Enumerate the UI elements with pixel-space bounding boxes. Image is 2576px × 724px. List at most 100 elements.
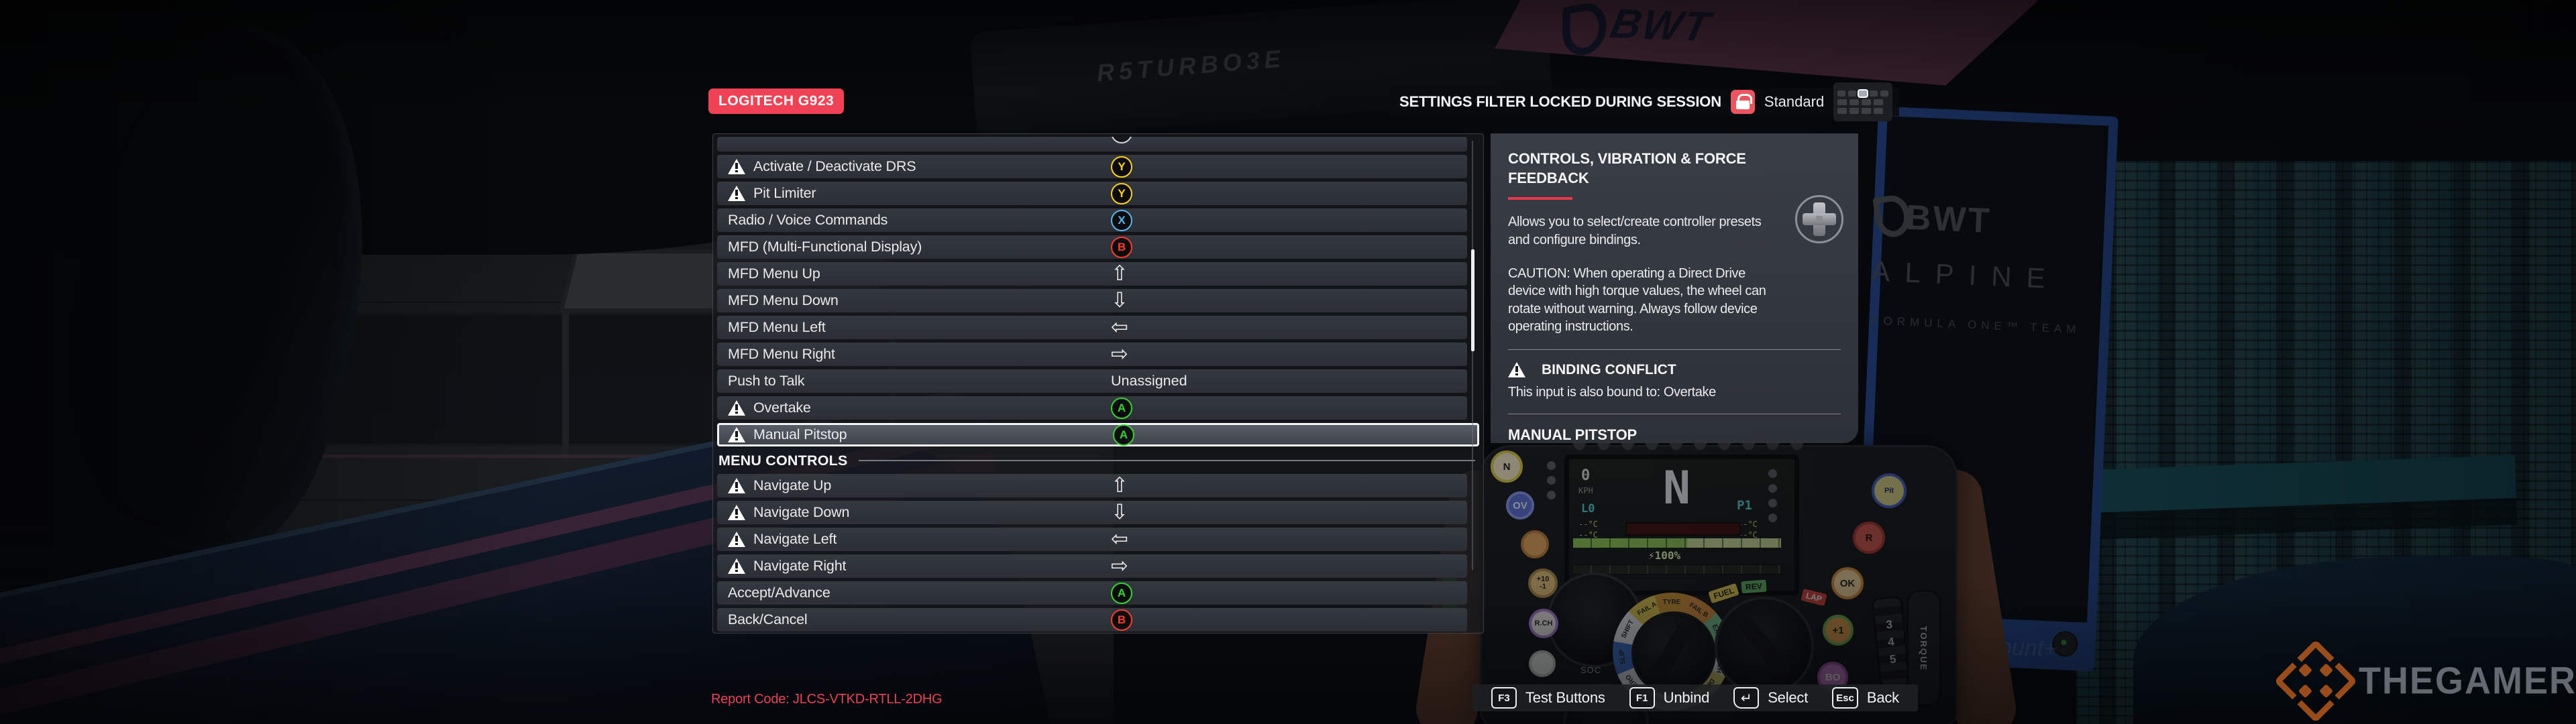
binding-column: X bbox=[1111, 208, 1132, 232]
binding-column: Y bbox=[1111, 155, 1132, 178]
binding-label: Navigate Right bbox=[753, 558, 847, 574]
binding-column: A bbox=[1111, 396, 1132, 420]
warning-icon bbox=[728, 478, 745, 493]
binding-row-selected[interactable]: Manual Pitstop A bbox=[717, 423, 1479, 446]
dpad-left-icon: ⇦ bbox=[1111, 527, 1128, 551]
binding-column: ⇨ bbox=[1111, 554, 1128, 578]
section-header-label: MENU CONTROLS bbox=[718, 452, 848, 469]
xbox-X-button-icon: X bbox=[1111, 209, 1132, 231]
binding-row[interactable]: MFD Menu Down ⇩ bbox=[717, 289, 1467, 312]
action-unbind[interactable]: F1 Unbind bbox=[1629, 687, 1710, 709]
conflict-title: BINDING CONFLICT bbox=[1542, 361, 1676, 377]
binding-row[interactable]: Overtake A bbox=[717, 396, 1467, 420]
selected-binding-title: MANUAL PITSTOP bbox=[1508, 426, 1637, 443]
grid-cell bbox=[1874, 107, 1884, 114]
binding-row[interactable]: Activate / Deactivate DRS Y bbox=[717, 155, 1467, 178]
binding-column: ⇧ bbox=[1111, 474, 1128, 497]
action-label: Select bbox=[1768, 689, 1809, 706]
binding-column: A bbox=[1113, 424, 1134, 446]
dpad-right-icon: ⇨ bbox=[1111, 342, 1128, 366]
warning-icon bbox=[1508, 362, 1525, 378]
xbox-Y-button-icon: Y bbox=[1111, 156, 1132, 178]
binding-row[interactable]: Push to Talk Unassigned bbox=[717, 369, 1467, 393]
preset-name: Standard bbox=[1764, 93, 1825, 110]
binding-row[interactable]: Accept/Advance A bbox=[717, 581, 1467, 605]
grid-cell bbox=[1874, 99, 1884, 105]
dpad-down-icon: ⇩ bbox=[1111, 288, 1128, 312]
binding-column: ⇩ bbox=[1111, 289, 1128, 312]
grid-cell bbox=[1837, 90, 1846, 97]
bindings-list[interactable]: Activate / Deactivate DRS Y Pit Limiter Y Ra… bbox=[712, 133, 1484, 634]
scrollbar-track[interactable] bbox=[1472, 141, 1473, 570]
grid-cell bbox=[1880, 90, 1889, 97]
action-bar: F3 Test Buttons F1 Unbind ↵ Select Esc Back bbox=[1472, 684, 1918, 711]
binding-row[interactable]: MFD (Multi-Functional Display) B bbox=[717, 235, 1467, 259]
report-code: Report Code: JLCS-VTKD-RTLL-2DHG bbox=[711, 692, 943, 707]
key-enter-icon: ↵ bbox=[1733, 687, 1760, 709]
binding-label: Back/Cancel bbox=[728, 611, 808, 627]
conflict-text: This input is also bound to: Overtake bbox=[1508, 384, 1716, 400]
binding-label: Accept/Advance bbox=[728, 585, 830, 601]
binding-label: Navigate Left bbox=[753, 531, 837, 547]
action-select[interactable]: ↵ Select bbox=[1733, 687, 1808, 709]
section-header-line bbox=[858, 460, 1475, 461]
preset-grid-icon[interactable] bbox=[1833, 82, 1893, 121]
binding-label: Activate / Deactivate DRS bbox=[753, 158, 916, 174]
binding-row[interactable]: Back/Cancel B bbox=[717, 608, 1467, 631]
binding-label: Manual Pitstop bbox=[753, 426, 847, 442]
red-rule bbox=[1508, 197, 1572, 200]
binding-row[interactable]: Pit Limiter Y bbox=[717, 182, 1467, 205]
binding-row[interactable]: Navigate Up ⇧ bbox=[717, 474, 1467, 497]
grid-row bbox=[1837, 88, 1889, 98]
warning-icon bbox=[728, 505, 745, 520]
binding-row[interactable] bbox=[717, 137, 1467, 152]
thegamer-logo-icon bbox=[2273, 639, 2358, 723]
device-badge: LOGITECH G923 bbox=[708, 88, 845, 114]
partial-binding-icon bbox=[1111, 137, 1132, 143]
xbox-B-button-icon: B bbox=[1111, 236, 1132, 258]
binding-label: MFD Menu Up bbox=[728, 265, 820, 282]
grid-cell bbox=[1862, 99, 1872, 105]
action-label: Unbind bbox=[1663, 689, 1710, 706]
key-f3-icon: F3 bbox=[1491, 687, 1517, 709]
grid-cell bbox=[1849, 107, 1860, 114]
grid-cell bbox=[1870, 90, 1878, 97]
dpad-up-icon: ⇧ bbox=[1111, 473, 1128, 497]
binding-label: Push to Talk bbox=[728, 373, 805, 389]
binding-row[interactable]: MFD Menu Up ⇧ bbox=[717, 262, 1467, 286]
session-filter-bar: SETTINGS FILTER LOCKED DURING SESSION St… bbox=[1390, 82, 1900, 121]
binding-column: B bbox=[1111, 608, 1132, 631]
action-test-buttons[interactable]: F3 Test Buttons bbox=[1491, 687, 1605, 709]
action-back[interactable]: Esc Back bbox=[1832, 687, 1899, 709]
binding-label: Overtake bbox=[753, 400, 811, 416]
dpad-down-icon: ⇩ bbox=[1111, 500, 1128, 524]
xbox-Y-button-icon: Y bbox=[1111, 182, 1132, 204]
panel-title: CONTROLS, VIBRATION & FORCE FEEDBACK bbox=[1508, 150, 1746, 186]
binding-row[interactable]: MFD Menu Left ⇦ bbox=[717, 316, 1467, 339]
thegamer-watermark: THEGAMER bbox=[2273, 639, 2576, 723]
binding-column: ⇦ bbox=[1111, 316, 1128, 339]
warning-icon bbox=[728, 186, 745, 201]
dpad-left-icon: ⇦ bbox=[1111, 315, 1128, 339]
binding-label: Pit Limiter bbox=[753, 185, 816, 201]
dpad-right-icon: ⇨ bbox=[1111, 554, 1128, 578]
action-label: Test Buttons bbox=[1525, 689, 1605, 706]
binding-row[interactable]: Navigate Left ⇦ bbox=[717, 528, 1467, 551]
binding-label: MFD Menu Right bbox=[728, 346, 835, 362]
grid-row bbox=[1837, 99, 1888, 105]
xbox-B-button-icon: B bbox=[1111, 609, 1132, 631]
binding-row[interactable]: Radio / Voice Commands X bbox=[717, 208, 1467, 232]
binding-column bbox=[1111, 137, 1132, 152]
xbox-A-button-icon: A bbox=[1113, 424, 1134, 446]
binding-label: Navigate Down bbox=[753, 504, 850, 520]
scrollbar-thumb[interactable] bbox=[1471, 249, 1474, 351]
binding-row[interactable]: Navigate Down ⇩ bbox=[717, 501, 1467, 524]
binding-row[interactable]: Navigate Right ⇨ bbox=[717, 554, 1467, 578]
binding-row[interactable]: MFD Menu Right ⇨ bbox=[717, 343, 1467, 366]
binding-unassigned: Unassigned bbox=[1111, 373, 1187, 389]
binding-label: Navigate Up bbox=[753, 477, 832, 493]
binding-label: MFD (Multi-Functional Display) bbox=[728, 239, 922, 255]
binding-column: Y bbox=[1111, 182, 1132, 205]
panel-divider bbox=[1508, 349, 1841, 350]
info-panel: CONTROLS, VIBRATION & FORCE FEEDBACK All… bbox=[1491, 133, 1858, 443]
